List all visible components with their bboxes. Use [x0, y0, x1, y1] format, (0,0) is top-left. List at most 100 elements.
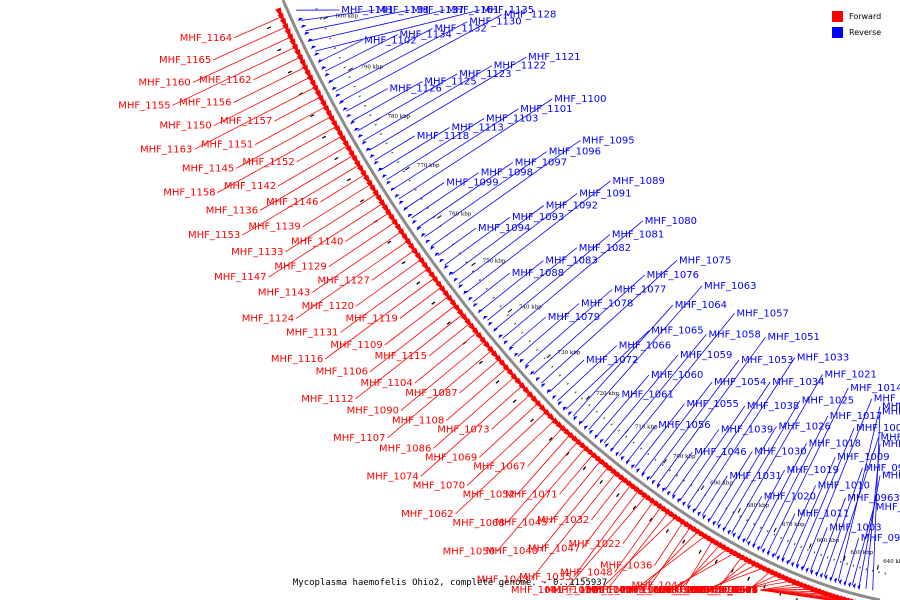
- reverse-gene-label[interactable]: MHF_1088: [512, 268, 564, 279]
- reverse-gene-label[interactable]: MHF_1091: [579, 188, 631, 199]
- reverse-gene-label[interactable]: MHF_1034: [772, 377, 824, 388]
- reverse-gene-label[interactable]: MHF_1135: [482, 5, 534, 16]
- reverse-gene-label[interactable]: MHF_1130: [469, 17, 521, 28]
- forward-gene-label[interactable]: MHF_1013: [690, 585, 742, 596]
- forward-gene-label[interactable]: MHF_0992: [688, 585, 740, 596]
- forward-gene-label[interactable]: MHF_1022: [569, 539, 621, 550]
- forward-gene-label[interactable]: MHF_0991: [653, 585, 705, 596]
- reverse-gene-label[interactable]: MHF_0915: [882, 439, 900, 450]
- forward-gene-label[interactable]: MHF_1036: [600, 561, 652, 572]
- reverse-gene-label[interactable]: MHF_1011: [797, 509, 849, 520]
- forward-gene-label[interactable]: MHF_0998: [650, 585, 702, 596]
- forward-gene-label[interactable]: MHF_1158: [163, 188, 215, 199]
- forward-gene-label[interactable]: MHF_1071: [505, 489, 557, 500]
- reverse-gene-label[interactable]: MHF_0917: [882, 471, 900, 482]
- forward-gene-label[interactable]: MHF_1049: [593, 585, 645, 596]
- forward-gene-label[interactable]: MHF_0985: [694, 585, 746, 596]
- forward-gene-label[interactable]: MHF_1042: [580, 585, 632, 596]
- forward-gene-label[interactable]: MHF_1104: [360, 378, 412, 389]
- forward-gene-label[interactable]: MHF_1087: [405, 388, 457, 399]
- reverse-gene-label[interactable]: MHF_1059: [680, 350, 732, 361]
- reverse-gene-label[interactable]: MHF_1095: [582, 135, 634, 146]
- reverse-gene-label[interactable]: MHF_1121: [528, 52, 580, 63]
- reverse-gene-label[interactable]: MHF_1064: [675, 300, 727, 311]
- forward-gene-label[interactable]: MHF_1008: [625, 585, 677, 596]
- forward-gene-label[interactable]: MHF_0961: [706, 585, 758, 596]
- reverse-gene-label[interactable]: MHF_1094: [478, 223, 530, 234]
- reverse-gene-label[interactable]: MHF_1055: [687, 399, 739, 410]
- forward-gene-label[interactable]: MHF_1074: [366, 471, 418, 482]
- reverse-gene-label[interactable]: MHF_1138: [377, 5, 429, 16]
- forward-gene-label[interactable]: MHF_0975: [706, 585, 758, 596]
- forward-gene-label[interactable]: MHF_1163: [140, 144, 192, 155]
- forward-gene-label[interactable]: MHF_1133: [231, 247, 283, 258]
- forward-gene-label[interactable]: MHF_1127: [318, 275, 370, 286]
- forward-gene-label[interactable]: MHF_1124: [242, 313, 294, 324]
- forward-gene-label[interactable]: MHF_0978: [685, 585, 737, 596]
- reverse-gene-label[interactable]: MHF_1066: [619, 341, 671, 352]
- reverse-gene-label[interactable]: MHF_1053: [741, 355, 793, 366]
- reverse-gene-label[interactable]: MHF_1093: [512, 212, 564, 223]
- reverse-gene-label[interactable]: MHF_1039: [721, 424, 773, 435]
- forward-gene-label[interactable]: MHF_1045: [495, 518, 547, 529]
- reverse-gene-label[interactable]: MHF_1004: [874, 394, 900, 405]
- forward-gene-label[interactable]: MHF_1150: [159, 121, 211, 132]
- reverse-gene-label[interactable]: MHF_1038: [747, 401, 799, 412]
- forward-gene-label[interactable]: MHF_1050: [443, 546, 495, 557]
- reverse-gene-label[interactable]: MHF_1081: [612, 230, 664, 241]
- reverse-gene-label[interactable]: MHF_1063: [704, 281, 756, 292]
- reverse-gene-label[interactable]: MHF_1082: [579, 243, 631, 254]
- forward-gene-label[interactable]: MHF_1001: [620, 585, 672, 596]
- forward-gene-label[interactable]: MHF_1012: [615, 585, 667, 596]
- forward-gene-label[interactable]: MHF_1162: [199, 75, 251, 86]
- reverse-gene-label[interactable]: MHF_1101: [520, 104, 572, 115]
- reverse-gene-label[interactable]: MHF_0957: [882, 402, 900, 413]
- forward-gene-label[interactable]: MHF_1086: [379, 443, 431, 454]
- forward-gene-label[interactable]: MHF_1160: [138, 78, 190, 89]
- forward-gene-label[interactable]: MHF_0971: [706, 585, 758, 596]
- reverse-gene-label[interactable]: MHF_1100: [554, 94, 606, 105]
- forward-gene-label[interactable]: MHF_1032: [537, 515, 589, 526]
- forward-gene-label[interactable]: MHF_1037: [586, 585, 638, 596]
- reverse-gene-label[interactable]: MHF_1137: [412, 5, 464, 16]
- forward-gene-label[interactable]: MHF_0997: [663, 585, 715, 596]
- reverse-gene-label[interactable]: MHF_1123: [459, 69, 511, 80]
- forward-gene-label[interactable]: MHF_1068: [452, 518, 504, 529]
- reverse-gene-label[interactable]: MHF_1080: [645, 216, 697, 227]
- reverse-gene-label[interactable]: MHF_1132: [435, 24, 487, 35]
- forward-gene-label[interactable]: MHF_1067: [473, 462, 525, 473]
- reverse-gene-label[interactable]: MHF_1102: [364, 35, 416, 46]
- reverse-gene-label[interactable]: MHF_1125: [424, 77, 476, 88]
- forward-gene-label[interactable]: MHF_1119: [345, 314, 397, 325]
- reverse-gene-label[interactable]: MHF_1097: [515, 157, 567, 168]
- forward-gene-label[interactable]: MHF_1151: [201, 140, 253, 151]
- reverse-gene-label[interactable]: MHF_1098: [481, 168, 533, 179]
- reverse-gene-label[interactable]: MHF_1018: [809, 438, 861, 449]
- reverse-gene-label[interactable]: MHF_1056: [658, 420, 710, 431]
- forward-gene-label[interactable]: MHF_1115: [375, 351, 427, 362]
- forward-gene-label[interactable]: MHF_1153: [188, 230, 240, 241]
- reverse-gene-label[interactable]: MHF_1092: [546, 201, 598, 212]
- forward-gene-label[interactable]: MHF_1112: [301, 394, 353, 405]
- forward-gene-label[interactable]: MHF_1073: [437, 424, 489, 435]
- reverse-gene-label[interactable]: MHF_1075: [679, 255, 731, 266]
- reverse-gene-label[interactable]: MHF_1057: [737, 308, 789, 319]
- forward-gene-label[interactable]: MHF_0953: [706, 585, 758, 596]
- forward-gene-label[interactable]: MHF_1116: [271, 354, 323, 365]
- forward-gene-label[interactable]: MHF_1109: [330, 340, 382, 351]
- forward-gene-label[interactable]: MHF_1155: [118, 100, 170, 111]
- reverse-gene-label[interactable]: MHF_1134: [400, 30, 452, 41]
- reverse-gene-label[interactable]: MHF_1010: [818, 481, 870, 492]
- reverse-gene-label[interactable]: MHF_1079: [548, 312, 600, 323]
- reverse-gene-label[interactable]: MHF_1122: [494, 61, 546, 72]
- forward-gene-label[interactable]: MHF_1047: [528, 543, 580, 554]
- reverse-gene-label[interactable]: MHF_1076: [647, 270, 699, 281]
- forward-gene-label[interactable]: MHF_1106: [316, 367, 368, 378]
- forward-gene-label[interactable]: MHF_1156: [179, 98, 231, 109]
- forward-gene-label[interactable]: MHF_1035: [519, 572, 571, 583]
- reverse-gene-label[interactable]: MHF_1118: [417, 131, 469, 142]
- forward-gene-label[interactable]: MHF_1164: [180, 33, 232, 44]
- forward-gene-label[interactable]: MHF_1007: [706, 585, 758, 596]
- forward-gene-label[interactable]: MHF_1140: [291, 236, 343, 247]
- reverse-gene-label[interactable]: MHF_1058: [709, 329, 761, 340]
